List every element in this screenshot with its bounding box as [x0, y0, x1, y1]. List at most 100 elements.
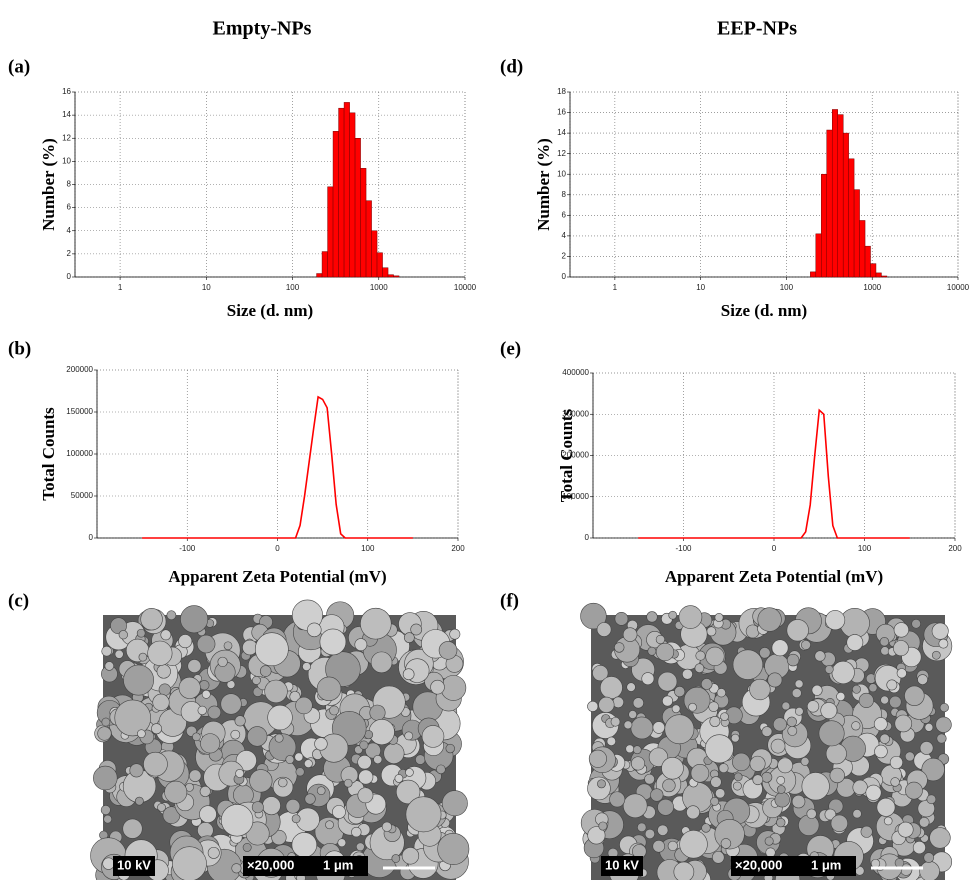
particle: [931, 650, 941, 660]
y-axis-label: Total Counts: [39, 407, 58, 501]
particle: [405, 796, 442, 833]
particle: [791, 794, 806, 809]
x-tick-label: 10000: [947, 283, 969, 292]
particle: [801, 639, 811, 650]
particle: [598, 696, 615, 713]
particle: [730, 733, 740, 743]
particle: [879, 733, 890, 744]
particle: [101, 645, 112, 657]
particle: [771, 639, 789, 657]
particle: [767, 672, 783, 688]
particle: [657, 824, 669, 836]
bar: [815, 233, 822, 278]
particle: [614, 611, 629, 626]
y-tick-label: 8: [562, 190, 567, 199]
particle: [938, 638, 949, 649]
particle: [876, 797, 896, 817]
y-tick-label: 50000: [71, 491, 94, 500]
particle: [889, 695, 902, 709]
y-tick-label: 4: [562, 231, 567, 240]
particle: [234, 715, 246, 727]
particle: [220, 693, 242, 715]
particle: [264, 679, 288, 704]
particle: [235, 768, 245, 778]
x-tick-label: 100: [858, 544, 872, 553]
particle: [806, 700, 820, 713]
particle: [786, 619, 809, 642]
particle: [166, 610, 177, 621]
particle: [316, 676, 342, 702]
particle: [718, 763, 729, 773]
particle: [103, 814, 113, 824]
particle: [894, 714, 913, 733]
y-tick-label: 6: [562, 210, 567, 219]
particle: [716, 688, 726, 698]
particle: [597, 779, 606, 789]
particle: [449, 628, 461, 640]
bar: [382, 267, 389, 278]
x-tick-label: 100: [780, 283, 794, 292]
particle: [646, 611, 658, 623]
bar: [864, 245, 871, 278]
particle: [912, 841, 926, 855]
y-axis-label: Total Counts: [557, 408, 576, 502]
y-tick-label: 16: [62, 87, 71, 96]
particle: [709, 716, 721, 727]
particle: [114, 699, 151, 737]
y-axis-label: Number (%): [534, 138, 553, 231]
particle: [824, 808, 837, 821]
y-tick-label: 0: [67, 272, 72, 281]
particle: [825, 610, 846, 631]
particle: [700, 678, 713, 690]
particle: [606, 736, 616, 746]
particle: [357, 754, 372, 770]
particle: [674, 686, 686, 698]
particle: [889, 755, 903, 770]
bar: [848, 158, 855, 278]
particle: [794, 706, 804, 716]
particle: [661, 757, 684, 780]
particle: [623, 720, 633, 730]
x-tick-label: 10: [696, 283, 705, 292]
bar: [343, 102, 350, 278]
particle: [612, 696, 625, 709]
particle: [732, 752, 751, 772]
particle: [648, 747, 669, 767]
bar: [810, 271, 817, 278]
particle: [304, 759, 313, 768]
particle: [196, 634, 216, 654]
particle: [207, 705, 222, 720]
particle: [905, 781, 923, 800]
particle: [394, 774, 404, 783]
particle: [249, 769, 273, 793]
particle: [622, 793, 648, 819]
particle: [628, 710, 638, 719]
bar: [859, 220, 866, 278]
particle: [100, 805, 111, 815]
particle: [865, 784, 882, 801]
particle: [761, 771, 773, 783]
particle: [931, 622, 949, 640]
x-tick-label: -100: [179, 544, 196, 553]
particle: [231, 863, 242, 874]
particle: [830, 814, 848, 833]
particle: [104, 661, 115, 671]
label-box: [113, 856, 155, 876]
particle: [777, 757, 793, 774]
bar: [831, 109, 838, 278]
particle: [671, 704, 681, 714]
particle: [247, 726, 268, 747]
particle: [714, 613, 724, 622]
particle: [421, 725, 445, 748]
particle: [770, 738, 786, 754]
particle: [136, 628, 146, 638]
x-tick-label: 10000: [454, 283, 477, 292]
particle: [242, 843, 252, 852]
particle: [745, 624, 760, 639]
particle: [152, 693, 170, 711]
particle: [129, 763, 144, 778]
particle: [230, 729, 241, 740]
particle: [294, 752, 304, 762]
particle: [776, 775, 786, 785]
